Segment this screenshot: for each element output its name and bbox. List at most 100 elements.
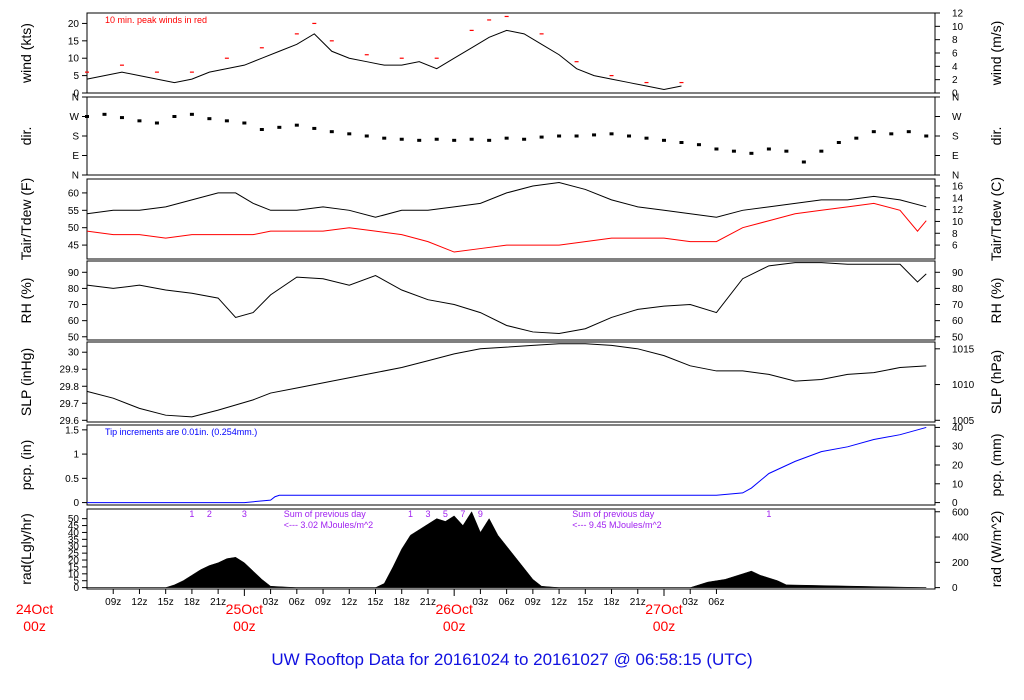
left-tick-label: S bbox=[72, 132, 79, 143]
left-tick-label: 35 bbox=[68, 535, 80, 546]
left-tick-label: 15 bbox=[68, 36, 80, 47]
dir-point bbox=[749, 151, 754, 155]
dir-point bbox=[557, 134, 562, 138]
left-axis-label: SLP (inHg) bbox=[18, 348, 34, 416]
dir-point bbox=[277, 125, 282, 129]
left-tick-label: E bbox=[72, 151, 79, 162]
dir-point bbox=[434, 137, 439, 141]
x-tick-label: 15z bbox=[158, 597, 174, 608]
left-tick-label: 0 bbox=[73, 89, 79, 100]
left-tick-label: 5 bbox=[73, 71, 79, 82]
right-tick-label: 8 bbox=[952, 229, 958, 240]
right-tick-label: 90 bbox=[952, 268, 964, 279]
dir-point bbox=[189, 112, 194, 116]
right-tick-label: 12 bbox=[952, 205, 964, 216]
panel-wind: wind (kts) wind (m/s) 0 5 10 15 20 0 2 4 6 8 10 12 10 … bbox=[18, 9, 1004, 100]
left-tick-label: 80 bbox=[68, 284, 80, 295]
dir-point bbox=[592, 133, 597, 137]
left-tick-label: 90 bbox=[68, 268, 80, 279]
dir-point bbox=[539, 135, 544, 139]
right-tick-label: 600 bbox=[952, 507, 969, 518]
right-tick-label: 40 bbox=[952, 423, 964, 434]
dir-point bbox=[172, 115, 177, 118]
rad-sum-label: Sum of previous day bbox=[572, 509, 655, 519]
dir-point bbox=[417, 138, 422, 142]
right-tick-label: 10 bbox=[952, 217, 964, 228]
left-tick-label: 0 bbox=[73, 583, 79, 594]
weather-chart: wind (kts) wind (m/s)0510152002468101210 … bbox=[16, 9, 1004, 635]
left-tick-label: W bbox=[70, 112, 80, 123]
right-tick-label: 10 bbox=[952, 479, 964, 490]
dir-point bbox=[259, 128, 264, 131]
right-tick-label: 80 bbox=[952, 284, 964, 295]
dir-point bbox=[609, 132, 614, 136]
left-tick-label: 60 bbox=[68, 188, 80, 199]
series-line-SLP bbox=[86, 343, 927, 418]
dir-point bbox=[679, 141, 684, 144]
day-label-time: 00z bbox=[23, 618, 46, 634]
panel-frame bbox=[86, 424, 936, 506]
left-axis-label: wind (kts) bbox=[18, 23, 34, 84]
day-label: 24Oct bbox=[16, 601, 53, 617]
right-tick-label: 6 bbox=[952, 241, 958, 252]
dir-point bbox=[819, 149, 824, 153]
x-tick-label: 06z bbox=[708, 597, 724, 608]
left-tick-label: N bbox=[72, 93, 79, 104]
panel-rh: RH (%) RH (%) 50 60 70 80 90 50 60 70 80 90 bbox=[18, 260, 1004, 343]
right-tick-label: 1005 bbox=[952, 416, 975, 427]
right-tick-label: 1010 bbox=[952, 380, 975, 391]
rad-sum-value: <--- 3.02 MJoules/m^2 bbox=[284, 520, 374, 530]
left-axis-label: Tair/Tdew (F) bbox=[18, 178, 34, 260]
left-tick-label: 30 bbox=[68, 348, 80, 359]
panel-frame bbox=[86, 178, 936, 260]
right-tick-label: 4 bbox=[952, 62, 958, 73]
panel-frame bbox=[86, 12, 936, 94]
x-tick-label: 12z bbox=[341, 597, 357, 608]
left-tick-label: 0.5 bbox=[65, 474, 79, 485]
dir-point bbox=[784, 149, 789, 153]
x-tick-label: 09z bbox=[105, 597, 121, 608]
day-sum-marker: 7 bbox=[460, 509, 465, 519]
right-tick-label: 0 bbox=[952, 89, 958, 100]
right-tick-label: 200 bbox=[952, 558, 969, 569]
dir-point bbox=[137, 119, 142, 123]
right-axis-label: rad (W/m^2) bbox=[988, 511, 1004, 588]
series-line-pcp bbox=[87, 426, 927, 504]
dir-point bbox=[207, 117, 212, 121]
x-tick-label: 03z bbox=[472, 597, 488, 608]
left-tick-label: 29.8 bbox=[60, 382, 80, 393]
left-axis-label: RH (%) bbox=[18, 278, 34, 324]
left-axis-label: pcp. (in) bbox=[18, 440, 34, 491]
panel-slp: SLP (inHg) SLP (hPa) 29.6 29.7 29.8 29.9 30 100… bbox=[18, 341, 1004, 427]
dir-point bbox=[906, 130, 911, 134]
panel-annotation: 10 min. peak winds in red bbox=[105, 15, 207, 25]
dir-point bbox=[242, 121, 247, 125]
dir-point bbox=[801, 160, 806, 164]
left-tick-label: N bbox=[72, 171, 79, 182]
dir-point bbox=[644, 136, 649, 140]
day-label-time: 00z bbox=[233, 618, 256, 634]
footer-title: UW Rooftop Data for 20161024 to 20161027… bbox=[271, 650, 753, 669]
left-tick-label: 50 bbox=[68, 223, 80, 234]
left-tick-label: 20 bbox=[68, 19, 80, 30]
left-tick-label: 60 bbox=[68, 316, 80, 327]
dir-point bbox=[871, 130, 876, 134]
x-tick-label: 21z bbox=[630, 597, 646, 608]
panel-frame bbox=[86, 508, 936, 590]
day-sum-marker: 1 bbox=[189, 509, 194, 519]
right-tick-label: N bbox=[952, 171, 959, 182]
right-tick-label: 2 bbox=[952, 75, 958, 86]
x-tick-label: 21z bbox=[420, 597, 436, 608]
dir-point bbox=[889, 132, 894, 136]
x-tick-label: 18z bbox=[603, 597, 619, 608]
right-tick-label: 60 bbox=[952, 316, 964, 327]
left-tick-label: 10 bbox=[68, 569, 80, 580]
x-tick-label: 03z bbox=[682, 597, 698, 608]
series-line-Tdew bbox=[86, 202, 927, 253]
right-tick-label: 14 bbox=[952, 193, 964, 204]
day-sum-marker: 2 bbox=[207, 509, 212, 519]
right-tick-label: S bbox=[952, 132, 959, 143]
dir-point bbox=[469, 137, 474, 141]
x-tick-label: 15z bbox=[367, 597, 383, 608]
dir-point bbox=[487, 138, 492, 142]
